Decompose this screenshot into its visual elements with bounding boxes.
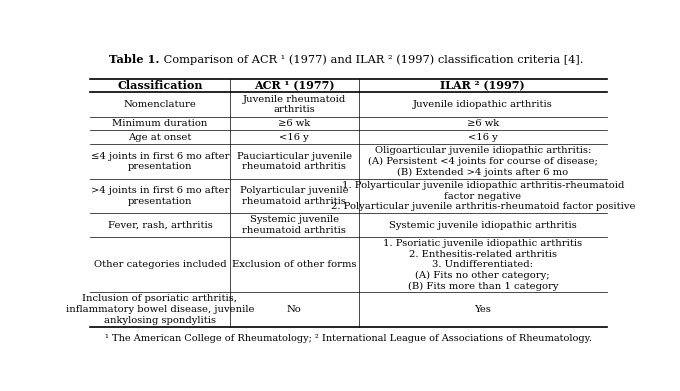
Text: Polyarticular juvenile
rheumatoid arthritis: Polyarticular juvenile rheumatoid arthri… xyxy=(240,186,349,206)
Text: ACR ¹ (1977): ACR ¹ (1977) xyxy=(254,80,335,91)
Text: 1. Polyarticular juvenile idiopathic arthritis-rheumatoid
factor negative
2. Pol: 1. Polyarticular juvenile idiopathic art… xyxy=(330,181,635,211)
Text: Systemic juvenile
rheumatoid arthritis: Systemic juvenile rheumatoid arthritis xyxy=(242,215,346,235)
Text: Other categories included: Other categories included xyxy=(94,260,226,269)
Text: ¹ The American College of Rheumatology; ² International League of Associations o: ¹ The American College of Rheumatology; … xyxy=(105,334,592,343)
Text: 1. Psoriatic juvenile idiopathic arthritis
2. Enthesitis-related arthritis
3. Un: 1. Psoriatic juvenile idiopathic arthrit… xyxy=(384,239,582,291)
Text: >4 joints in first 6 mo after
presentation: >4 joints in first 6 mo after presentati… xyxy=(91,186,229,206)
Text: Nomenclature: Nomenclature xyxy=(124,100,197,109)
Text: Oligoarticular juvenile idiopathic arthritis:
(A) Persistent <4 joints for cours: Oligoarticular juvenile idiopathic arthr… xyxy=(368,146,598,177)
Text: No: No xyxy=(287,305,302,314)
Text: Age at onset: Age at onset xyxy=(129,133,192,142)
Text: Juvenile idiopathic arthritis: Juvenile idiopathic arthritis xyxy=(413,100,553,109)
Text: Minimum duration: Minimum duration xyxy=(112,119,207,128)
Text: Inclusion of psoriatic arthritis,
inflammatory bowel disease, juvenile
ankylosin: Inclusion of psoriatic arthritis, inflam… xyxy=(66,294,254,325)
Text: Yes: Yes xyxy=(475,305,491,314)
Text: Comparison of ACR ¹ (1977) and ILAR ² (1997) classification criteria [4].: Comparison of ACR ¹ (1977) and ILAR ² (1… xyxy=(160,54,583,65)
Text: ILAR ² (1997): ILAR ² (1997) xyxy=(441,80,525,91)
Text: Classification: Classification xyxy=(117,80,203,91)
Text: Exclusion of other forms: Exclusion of other forms xyxy=(232,260,356,269)
Text: ≥6 wk: ≥6 wk xyxy=(278,119,310,128)
Text: Juvenile rheumatoid
arthritis: Juvenile rheumatoid arthritis xyxy=(243,95,346,115)
Text: <16 y: <16 y xyxy=(279,133,309,142)
Text: <16 y: <16 y xyxy=(468,133,498,142)
Text: Table 1.: Table 1. xyxy=(109,54,160,65)
Text: ≤4 joints in first 6 mo after
presentation: ≤4 joints in first 6 mo after presentati… xyxy=(90,152,229,172)
Text: Pauciarticular juvenile
rheumatoid arthritis: Pauciarticular juvenile rheumatoid arthr… xyxy=(237,152,352,172)
Text: Systemic juvenile idiopathic arthritis: Systemic juvenile idiopathic arthritis xyxy=(389,221,577,230)
Text: Table 1. Comparison of ACR ¹ (1977) and ILAR ² (1997) classification criteria [4: Table 1. Comparison of ACR ¹ (1977) and … xyxy=(0,390,1,391)
Text: ≥6 wk: ≥6 wk xyxy=(466,119,499,128)
Text: Fever, rash, arthritis: Fever, rash, arthritis xyxy=(107,221,212,230)
